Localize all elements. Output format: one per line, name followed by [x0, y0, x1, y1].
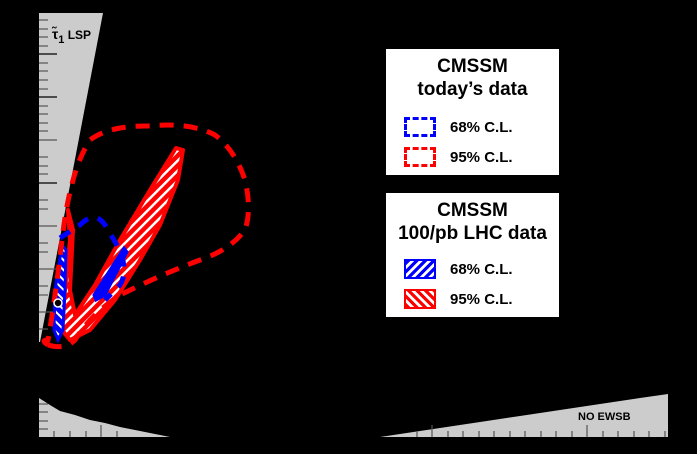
legend-lhc-68-label: 68% C.L.: [450, 260, 513, 278]
no-ewsb-region: [39, 394, 668, 437]
legend-today-95: 95% C.L.: [404, 147, 513, 167]
lhc-68-region-right: [92, 245, 129, 303]
legend-lhc-title-1: CMSSM: [437, 200, 508, 221]
legend-lhc-68: 68% C.L.: [404, 259, 513, 279]
x-axis-ticks: [53, 425, 666, 437]
no-ewsb-label: NO EWSB: [578, 411, 631, 423]
legend-today: CMSSM today’s data 68% C.L. 95% C.L.: [386, 49, 559, 175]
best-fit-point: [53, 298, 63, 308]
stau-symbol: τ̃: [52, 26, 59, 42]
stau-lsp-region: [39, 13, 103, 342]
hatched-blue-swatch-icon: [404, 259, 436, 279]
legend-lhc: CMSSM 100/pb LHC data 68% C.L. 95% C.L.: [386, 193, 559, 317]
stau-subscript: 1: [58, 33, 65, 46]
today-68-contour: [58, 215, 127, 302]
legend-today-68-label: 68% C.L.: [450, 118, 513, 136]
legend-lhc-95: 95% C.L.: [404, 289, 513, 309]
stau-lsp-label: τ̃1 LSP: [52, 26, 91, 46]
hatched-red-swatch-icon: [404, 289, 436, 309]
legend-today-title-2: today’s data: [417, 79, 528, 100]
dashed-red-swatch-icon: [404, 147, 436, 167]
dashed-blue-swatch-icon: [404, 117, 436, 137]
y-axis-ticks: [39, 19, 57, 430]
legend-lhc-95-label: 95% C.L.: [450, 290, 513, 308]
legend-today-title-1: CMSSM: [437, 56, 508, 77]
legend-today-68: 68% C.L.: [404, 117, 513, 137]
lhc-95-region: [60, 146, 185, 342]
stau-suffix: LSP: [64, 28, 92, 42]
legend-today-95-label: 95% C.L.: [450, 148, 513, 166]
legend-lhc-title-2: 100/pb LHC data: [398, 223, 547, 244]
